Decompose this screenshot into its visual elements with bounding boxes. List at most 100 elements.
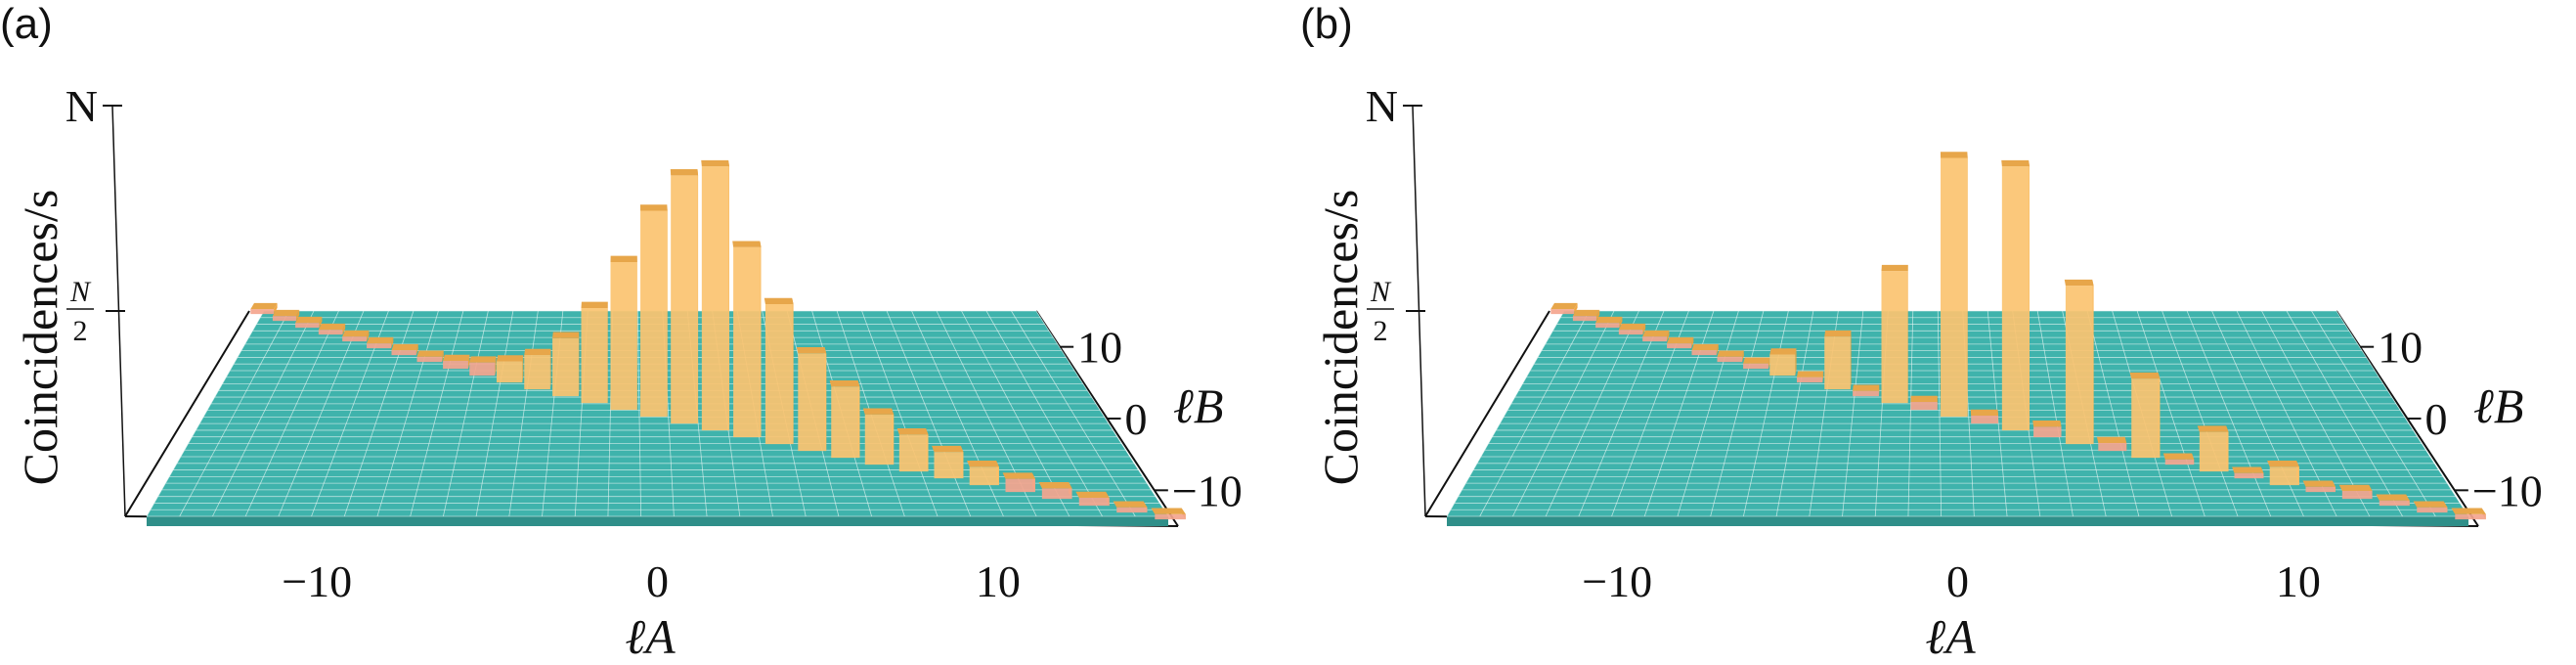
bar-side xyxy=(295,309,300,322)
x-tick-label: 10 xyxy=(2276,556,2321,606)
bar xyxy=(1769,348,1797,377)
floor-gridline xyxy=(475,310,514,517)
y-ticks: 100 −10 xyxy=(1060,323,1243,515)
z-tick-label-half-den: 2 xyxy=(1374,315,1388,347)
bar-top xyxy=(732,241,762,247)
panel-label: (b) xyxy=(1300,0,1353,48)
bar xyxy=(250,302,278,315)
floor-gridline xyxy=(278,310,365,517)
bar xyxy=(2376,494,2410,507)
bars xyxy=(1550,152,2486,520)
bar xyxy=(896,428,929,472)
left-edge-line xyxy=(1424,310,1550,517)
bar-top xyxy=(701,159,729,167)
bar-side xyxy=(467,354,470,370)
bar-top xyxy=(1910,395,1938,403)
bar-front xyxy=(671,175,699,424)
z-tick-label-n: N xyxy=(65,81,98,131)
chart-panel-b: (b) N N 2 Coincidences/s −10 0 10 ℓA 10 0 −10 ℓB xyxy=(1300,0,2576,665)
bar-top xyxy=(1075,491,1110,499)
bar xyxy=(552,332,580,397)
floor-gridline xyxy=(2336,310,2469,517)
floor-gridline xyxy=(1710,310,1765,517)
bar xyxy=(2001,159,2030,431)
bar-front xyxy=(2379,500,2410,507)
bar xyxy=(1667,336,1694,349)
bar xyxy=(367,336,394,349)
floor-gridline xyxy=(1446,310,1565,517)
bar-top xyxy=(272,309,300,317)
bar-front xyxy=(1667,343,1692,349)
bar-front xyxy=(1769,354,1796,377)
y-axis-label: ℓB xyxy=(2473,378,2523,433)
floor-gridline xyxy=(212,310,315,517)
bar-front xyxy=(342,336,367,342)
x-tick-label: 10 xyxy=(976,556,1021,606)
bar-top xyxy=(829,379,860,387)
z-tick-label-half: N2 xyxy=(1367,276,1394,347)
bar-top xyxy=(967,460,999,467)
bar-front xyxy=(2098,443,2127,452)
floor-gridline xyxy=(179,310,289,517)
floor-gridline xyxy=(636,310,642,517)
bar-front xyxy=(524,355,550,390)
bar-top xyxy=(670,169,699,176)
z-tick-label-half-num: N xyxy=(69,276,92,308)
z-ticks: NN2 xyxy=(65,81,125,347)
bar-front xyxy=(831,386,860,459)
z-tick-label-half: N2 xyxy=(66,276,94,347)
bar xyxy=(1038,482,1072,500)
bar xyxy=(1075,491,1110,507)
bar-top xyxy=(295,316,323,324)
bar-front xyxy=(798,353,827,452)
bar-side xyxy=(1574,302,1578,315)
bar-top xyxy=(1824,330,1852,337)
bar-front xyxy=(2131,378,2161,459)
floor-gridline xyxy=(2136,310,2205,517)
bar xyxy=(1743,357,1770,370)
bar-top xyxy=(443,354,470,362)
bar-side xyxy=(1595,309,1600,322)
bar-side xyxy=(366,330,370,342)
floor-gridline xyxy=(985,310,1103,517)
bar-top xyxy=(2162,453,2195,460)
bar xyxy=(1940,152,1968,418)
floor-gridline xyxy=(2261,310,2371,517)
bar-top xyxy=(1595,316,1623,324)
bar xyxy=(2413,501,2448,513)
bar-front xyxy=(864,414,895,466)
floor-gridline xyxy=(1479,310,1590,517)
bar-front xyxy=(1550,309,1575,315)
bar-top xyxy=(1618,323,1646,331)
bar-front xyxy=(2305,486,2336,493)
bar-front xyxy=(1618,330,1643,335)
bar-front xyxy=(391,350,416,356)
floor-gridline xyxy=(2311,310,2436,517)
bar-side xyxy=(1619,316,1623,329)
floor-gridline xyxy=(1512,310,1615,517)
bar xyxy=(1550,302,1578,315)
bar xyxy=(2267,460,2299,486)
bar-front xyxy=(1155,513,1186,520)
bar xyxy=(1910,395,1938,411)
bar-side xyxy=(319,316,323,329)
bar-front xyxy=(1853,390,1879,397)
bar xyxy=(1642,330,1670,342)
bar xyxy=(2096,436,2127,452)
bar-side xyxy=(415,343,418,356)
bar xyxy=(967,460,999,486)
bar xyxy=(2338,484,2373,500)
x-ticks: −10 0 10 xyxy=(282,556,1021,606)
floor-gridline xyxy=(1578,310,1665,517)
bar xyxy=(496,355,524,383)
bar xyxy=(701,159,729,431)
bar-side xyxy=(1822,371,1824,383)
bar xyxy=(932,445,964,479)
bar xyxy=(2232,466,2264,479)
y-tick-label: −10 xyxy=(2472,466,2543,515)
bar-front xyxy=(552,337,579,397)
bar-front xyxy=(2065,286,2094,445)
bar-top xyxy=(1769,348,1797,355)
bar-front xyxy=(764,304,794,445)
